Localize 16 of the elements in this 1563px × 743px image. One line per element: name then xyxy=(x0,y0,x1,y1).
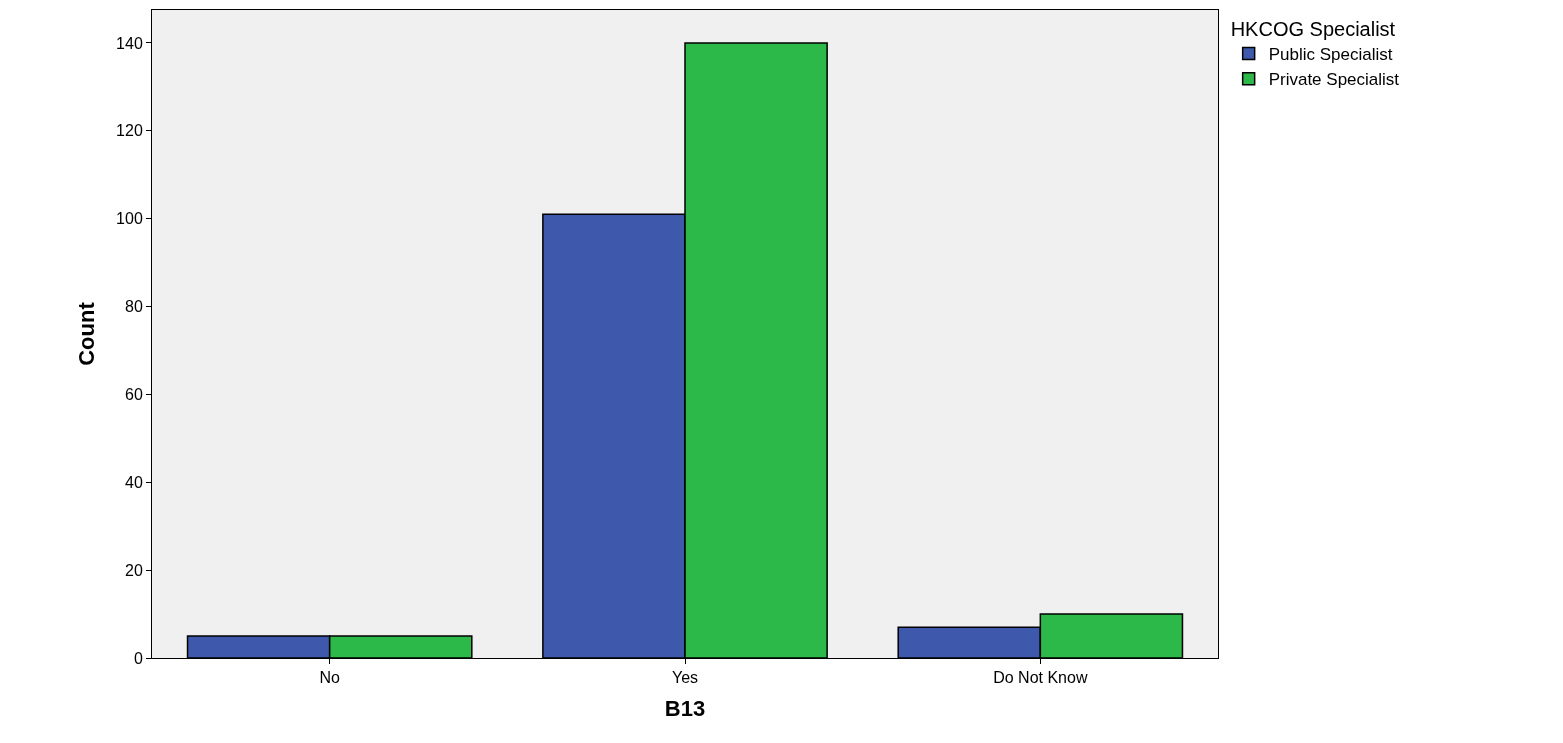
x-tick-label: Yes xyxy=(671,669,699,687)
y-tick-label: 40 xyxy=(125,473,143,491)
y-tick-label: 60 xyxy=(125,386,143,404)
y-tick-label: 140 xyxy=(116,34,143,52)
x-axis-title: B13 xyxy=(664,696,706,722)
y-tick-label: 80 xyxy=(125,298,143,316)
y-axis-title: Count xyxy=(73,301,99,366)
x-tick-label: No xyxy=(319,669,340,687)
y-tick-label: 20 xyxy=(125,561,143,579)
legend-label: Private Specialist xyxy=(1268,70,1400,90)
y-tick-label: 100 xyxy=(116,210,143,228)
legend-title: HKCOG Specialist xyxy=(1230,18,1396,40)
y-tick-label: 0 xyxy=(133,649,143,667)
y-tick-label: 120 xyxy=(116,122,143,140)
legend-label: Public Specialist xyxy=(1268,45,1393,65)
x-tick-label: Do Not Know xyxy=(993,669,1088,687)
